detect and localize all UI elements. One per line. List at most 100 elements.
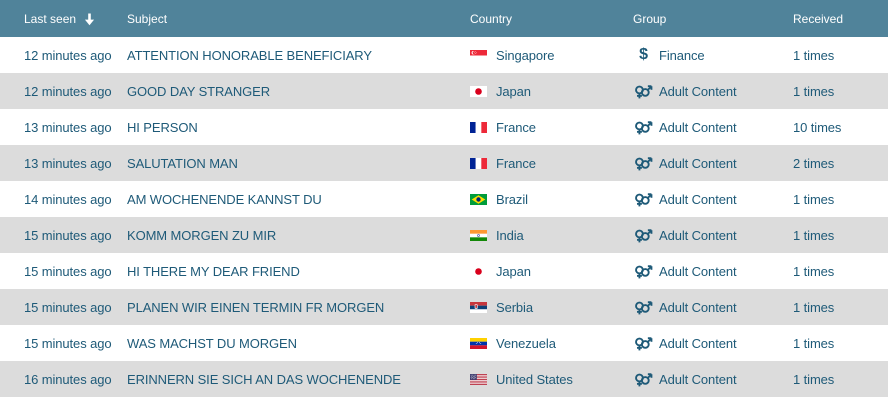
gender-icon <box>633 335 654 352</box>
subject-cell[interactable]: HI PERSON <box>127 119 198 135</box>
group-name: Finance <box>659 47 705 63</box>
gender-icon <box>633 227 654 244</box>
country-name: France <box>496 155 536 171</box>
table-body: 12 minutes ago ATTENTION HONORABLE BENEF… <box>0 37 888 397</box>
group-name: Adult Content <box>659 83 737 99</box>
group-cell: Adult Content <box>633 371 793 388</box>
table-row[interactable]: 15 minutes ago PLANEN WIR EINEN TERMIN F… <box>0 289 888 325</box>
country-cell: Brazil <box>470 192 633 207</box>
country-cell: Venezuela <box>470 336 633 351</box>
table-row[interactable]: 12 minutes ago GOOD DAY STRANGER Japan A… <box>0 73 888 109</box>
last-seen-cell: 15 minutes ago <box>24 227 112 243</box>
last-seen-cell: 13 minutes ago <box>24 119 112 135</box>
group-cell: Adult Content <box>633 119 793 136</box>
subject-cell[interactable]: WAS MACHST DU MORGEN <box>127 335 297 351</box>
column-header-received[interactable]: Received <box>793 12 888 26</box>
column-header-group[interactable]: Group <box>633 12 793 26</box>
last-seen-cell: 13 minutes ago <box>24 155 112 171</box>
last-seen-cell: 12 minutes ago <box>24 83 112 99</box>
br-flag-icon <box>470 193 487 205</box>
country-name: India <box>496 227 524 243</box>
column-header-label: Received <box>793 11 844 26</box>
gender-icon <box>633 83 654 100</box>
group-name: Adult Content <box>659 191 737 207</box>
country-cell: Serbia <box>470 300 633 315</box>
received-cell: 1 times <box>793 191 835 207</box>
dollar-icon: $ <box>639 47 648 63</box>
country-cell: Singapore <box>470 48 633 63</box>
received-cell: 1 times <box>793 263 835 279</box>
last-seen-cell: 15 minutes ago <box>24 335 112 351</box>
table-row[interactable]: 14 minutes ago AM WOCHENENDE KANNST DU B… <box>0 181 888 217</box>
country-name: Japan <box>496 83 531 99</box>
last-seen-cell: 15 minutes ago <box>24 263 112 279</box>
column-header-label: Subject <box>127 11 168 26</box>
subject-cell[interactable]: ATTENTION HONORABLE BENEFICIARY <box>127 47 372 63</box>
jp-flag-icon <box>470 85 487 97</box>
table-row[interactable]: 15 minutes ago WAS MACHST DU MORGEN Vene… <box>0 325 888 361</box>
country-name: Venezuela <box>496 335 556 351</box>
table-row[interactable]: 12 minutes ago ATTENTION HONORABLE BENEF… <box>0 37 888 73</box>
table-row[interactable]: 16 minutes ago ERINNERN SIE SICH AN DAS … <box>0 361 888 397</box>
column-header-subject[interactable]: Subject <box>127 12 470 26</box>
subject-cell[interactable]: AM WOCHENENDE KANNST DU <box>127 191 322 207</box>
group-cell: $ Finance <box>633 47 793 63</box>
group-name: Adult Content <box>659 227 737 243</box>
country-cell: United States <box>470 372 633 387</box>
column-header-label: Group <box>633 11 667 26</box>
received-cell: 1 times <box>793 83 835 99</box>
subject-cell[interactable]: KOMM MORGEN ZU MIR <box>127 227 277 243</box>
group-name: Adult Content <box>659 263 737 279</box>
us-flag-icon <box>470 373 487 385</box>
gender-icon <box>633 155 654 172</box>
received-cell: 2 times <box>793 155 835 171</box>
table-row[interactable]: 13 minutes ago SALUTATION MAN France Adu… <box>0 145 888 181</box>
country-cell: France <box>470 120 633 135</box>
country-name: Singapore <box>496 47 555 63</box>
group-name: Adult Content <box>659 155 737 171</box>
received-cell: 1 times <box>793 335 835 351</box>
group-cell: Adult Content <box>633 335 793 352</box>
country-name: United States <box>496 371 573 387</box>
gender-icon <box>633 371 654 388</box>
country-name: Serbia <box>496 299 533 315</box>
country-cell: Japan <box>470 84 633 99</box>
table-row[interactable]: 15 minutes ago KOMM MORGEN ZU MIR India … <box>0 217 888 253</box>
fr-flag-icon <box>470 121 487 133</box>
received-cell: 1 times <box>793 47 835 63</box>
table-row[interactable]: 13 minutes ago HI PERSON France Adult Co… <box>0 109 888 145</box>
subject-cell[interactable]: GOOD DAY STRANGER <box>127 83 271 99</box>
group-cell: Adult Content <box>633 263 793 280</box>
group-cell: Adult Content <box>633 299 793 316</box>
sort-descending-icon[interactable] <box>83 12 96 26</box>
group-cell: Adult Content <box>633 83 793 100</box>
country-cell: Japan <box>470 264 633 279</box>
column-header-label: Country <box>470 11 513 26</box>
received-cell: 1 times <box>793 227 835 243</box>
last-seen-cell: 14 minutes ago <box>24 191 112 207</box>
group-cell: Adult Content <box>633 155 793 172</box>
subject-cell[interactable]: PLANEN WIR EINEN TERMIN FR MORGEN <box>127 299 385 315</box>
country-cell: India <box>470 228 633 243</box>
jp-flag-icon <box>470 265 487 277</box>
last-seen-cell: 12 minutes ago <box>24 47 112 63</box>
column-header-last-seen[interactable]: Last seen <box>24 12 127 26</box>
gender-icon <box>633 119 654 136</box>
group-cell: Adult Content <box>633 227 793 244</box>
sg-flag-icon <box>470 49 487 61</box>
gender-icon <box>633 299 654 316</box>
in-flag-icon <box>470 229 487 241</box>
last-seen-cell: 15 minutes ago <box>24 299 112 315</box>
column-header-country[interactable]: Country <box>470 12 633 26</box>
subject-cell[interactable]: ERINNERN SIE SICH AN DAS WOCHENENDE <box>127 371 401 387</box>
received-cell: 1 times <box>793 371 835 387</box>
country-name: France <box>496 119 536 135</box>
subject-cell[interactable]: SALUTATION MAN <box>127 155 238 171</box>
subject-cell[interactable]: HI THERE MY DEAR FRIEND <box>127 263 300 279</box>
group-name: Adult Content <box>659 335 737 351</box>
table-row[interactable]: 15 minutes ago HI THERE MY DEAR FRIEND J… <box>0 253 888 289</box>
country-name: Japan <box>496 263 531 279</box>
column-header-label: Last seen <box>24 11 77 26</box>
country-cell: France <box>470 156 633 171</box>
